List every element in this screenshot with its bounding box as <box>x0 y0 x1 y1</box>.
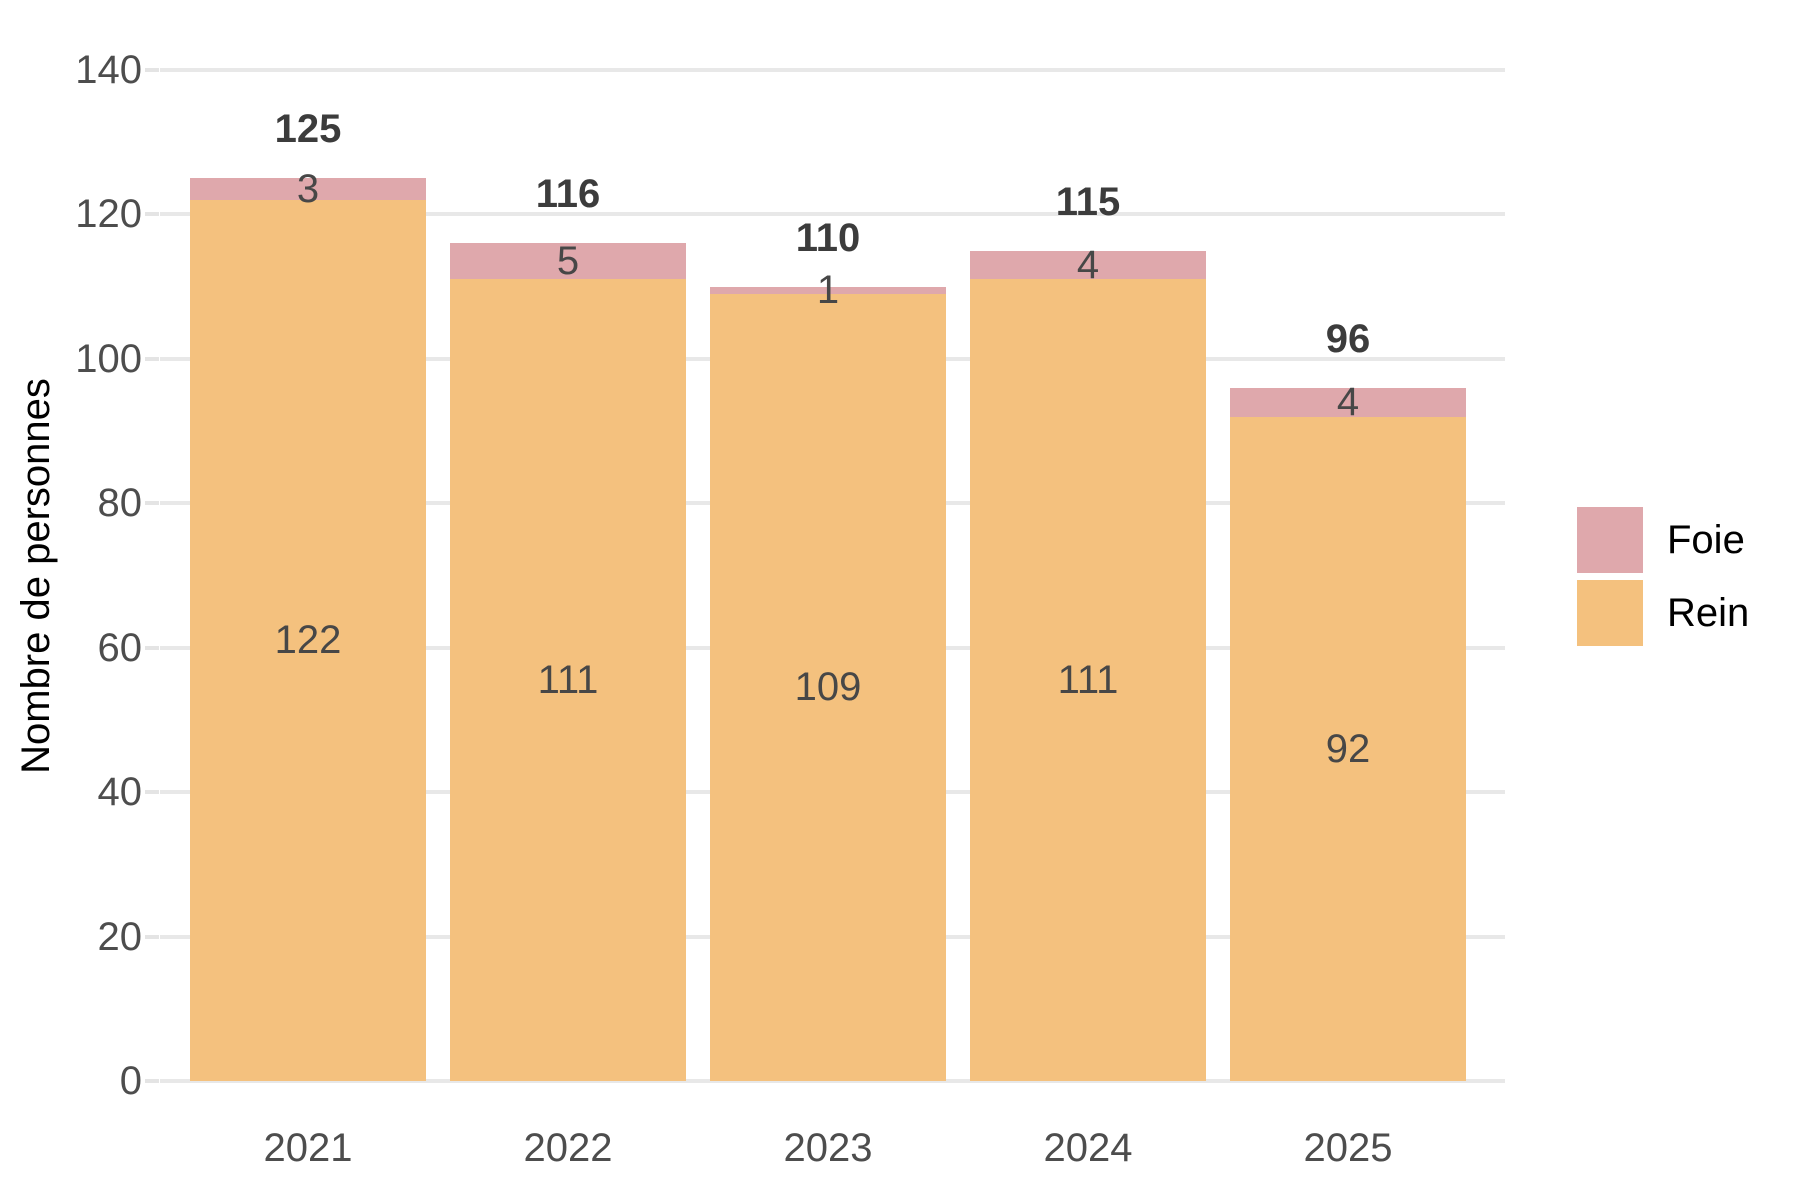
y-tick-label-120: 120 <box>75 192 142 237</box>
y-tick-label-60: 60 <box>97 625 143 670</box>
y-tick-label-100: 100 <box>75 336 142 381</box>
bar-2024-rein-value-label: 111 <box>1057 658 1119 703</box>
legend-label-foie: Foie <box>1667 518 1745 562</box>
bar-2024-total-label: 115 <box>1055 179 1121 224</box>
bar-2022-rein-segment <box>450 279 686 1081</box>
bar-2023-foie-segment <box>710 286 946 294</box>
bar-2025-rein-segment <box>1230 416 1466 1081</box>
bar-2021-foie-segment <box>190 178 426 200</box>
bar-2022-rein-value-label: 111 <box>537 658 599 703</box>
bar-2021-foie-value-label: 3 <box>296 167 320 212</box>
bar-2023-rein-segment <box>710 293 946 1081</box>
y-tick-label-140: 140 <box>75 48 142 92</box>
y-tick-mark-140 <box>145 68 159 72</box>
bar-2025-rein-value-label: 92 <box>1325 726 1371 771</box>
x-tick-label-2023: 2023 <box>783 1126 873 1170</box>
bar-2023-foie-value-label: 1 <box>816 268 840 313</box>
y-tick-mark-120 <box>145 212 159 217</box>
bar-2024-rein-segment <box>970 279 1206 1081</box>
y-tick-mark-40 <box>145 790 159 795</box>
y-tick-label-40: 40 <box>97 770 143 815</box>
bar-2024-foie-value-label: 4 <box>1076 242 1100 287</box>
bar-2025-total-label: 96 <box>1325 316 1371 361</box>
bar-2024-foie-segment <box>970 250 1206 280</box>
gridline-y-0 <box>160 1079 1505 1083</box>
legend-swatch-foie <box>1577 507 1643 573</box>
y-tick-mark-0 <box>145 1079 159 1083</box>
bar-2022-foie-value-label: 5 <box>556 239 580 284</box>
bar-2023-rein-value-label: 109 <box>794 665 862 710</box>
y-tick-mark-60 <box>145 645 159 650</box>
x-tick-label-2022: 2022 <box>523 1126 613 1170</box>
bar-2021-rein-value-label: 122 <box>274 618 342 663</box>
gridline-y-120 <box>160 212 1505 217</box>
y-tick-mark-100 <box>145 356 159 361</box>
bar-2023-total-label: 110 <box>795 215 861 260</box>
bar-2021-total-label: 125 <box>274 107 342 152</box>
gridline-y-140 <box>160 68 1505 72</box>
bar-2025-foie-segment <box>1230 387 1466 417</box>
legend-item-foie: Foie <box>1577 507 1749 573</box>
legend-item-rein: Rein <box>1577 580 1749 646</box>
y-tick-label-80: 80 <box>97 481 143 526</box>
y-tick-mark-80 <box>145 501 159 506</box>
bar-2022-foie-segment <box>450 243 686 280</box>
bar-2022-total-label: 116 <box>535 172 601 217</box>
legend-label-rein: Rein <box>1667 591 1750 635</box>
y-tick-mark-20 <box>145 934 159 939</box>
legend: Foie Rein <box>1577 507 1749 653</box>
bar-2025-foie-value-label: 4 <box>1336 380 1360 425</box>
x-tick-label-2025: 2025 <box>1303 1126 1393 1170</box>
legend-swatch-rein <box>1577 580 1643 646</box>
x-tick-label-2021: 2021 <box>263 1126 353 1170</box>
y-tick-label-0: 0 <box>119 1059 142 1103</box>
x-tick-label-2024: 2024 <box>1043 1126 1133 1170</box>
bar-2021-rein-segment <box>190 199 426 1081</box>
y-axis-title: Nombre de personnes <box>14 378 58 774</box>
y-tick-label-20: 20 <box>97 914 143 959</box>
